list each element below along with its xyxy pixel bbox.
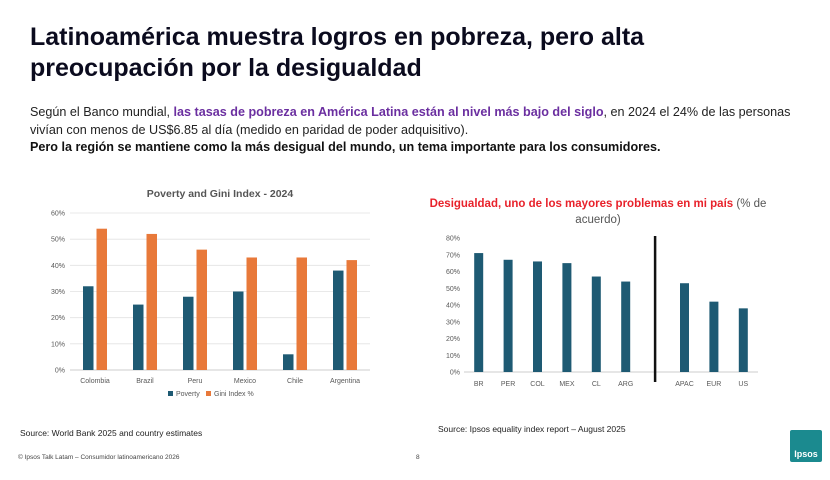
y-tick-label: 0%: [55, 368, 65, 375]
intro-part-1: Según el Banco mundial,: [30, 105, 174, 119]
bar-gini-index--mexico: [246, 257, 257, 370]
legend-label: Poverty: [176, 391, 200, 398]
intro-bold: Pero la región se mantiene como la más d…: [30, 140, 661, 154]
slide-title: Latinoamérica muestra logros en pobreza,…: [30, 23, 645, 82]
y-tick-label: 30%: [51, 289, 65, 296]
bar-gini-index--peru: [196, 249, 207, 370]
x-tick-label: EUR: [707, 381, 722, 388]
bar-gini-index--argentina: [346, 260, 357, 370]
y-tick-label: 50%: [51, 237, 65, 244]
y-tick-label: 0%: [450, 370, 460, 377]
x-tick-label: Colombia: [80, 378, 110, 385]
bar-col: [533, 261, 542, 372]
bar-us: [738, 308, 748, 372]
right-chart-title: Desigualdad, uno de los mayores problema…: [428, 196, 768, 228]
y-tick-label: 40%: [51, 263, 65, 270]
x-tick-label: COL: [530, 381, 545, 388]
page-number: 8: [416, 454, 420, 461]
x-tick-label: MEX: [559, 381, 575, 388]
y-tick-label: 20%: [51, 315, 65, 322]
bar-gini-index--chile: [296, 257, 307, 370]
bar-arg: [621, 281, 631, 372]
bar-poverty-peru: [183, 296, 194, 370]
bar-gini-index--brazil: [146, 233, 157, 370]
left-chart-title: Poverty and Gini Index - 2024: [147, 188, 294, 200]
inequality-concern-chart: 0% 10% 20% 30% 40% 50% 60% 70% 80% BR PER COL MEX CL A…: [446, 236, 758, 388]
x-tick-label: Peru: [188, 378, 203, 385]
x-tick-label: US: [738, 381, 748, 388]
x-tick-label: Brazil: [136, 378, 154, 385]
right-chart-title-suffix: (% de acuerdo): [575, 198, 767, 226]
bar-gini-index--colombia: [96, 228, 107, 370]
x-tick-label: APAC: [675, 381, 694, 388]
x-tick-label: PER: [501, 381, 515, 388]
x-tick-label: Argentina: [330, 378, 360, 385]
y-tick-label: 20%: [446, 336, 460, 343]
y-tick-label: 30%: [446, 319, 460, 326]
ipsos-logo: Ipsos: [790, 430, 822, 462]
x-tick-label: BR: [474, 381, 484, 388]
y-tick-label: 60%: [51, 211, 65, 218]
y-tick-label: 10%: [51, 341, 65, 348]
y-tick-label: 70%: [446, 252, 460, 259]
bar-poverty-brazil: [133, 304, 144, 370]
legend-swatch: [168, 391, 173, 396]
intro-part-2: , en 2024 el 24% de las personas vivían …: [30, 105, 791, 137]
bar-mex: [562, 263, 572, 372]
source-right: Source: Ipsos equality index report – Au…: [438, 424, 626, 434]
bar-poverty-colombia: [83, 286, 94, 370]
legend-label: Gini Index %: [214, 391, 254, 398]
bar-eur: [709, 301, 719, 372]
bar-poverty-chile: [283, 354, 294, 370]
bar-poverty-mexico: [233, 291, 244, 370]
bar-cl: [591, 276, 601, 372]
logo-text: Ipsos: [794, 449, 818, 459]
y-tick-label: 60%: [446, 269, 460, 276]
source-left: Source: World Bank 2025 and country esti…: [20, 428, 203, 438]
legend-swatch: [206, 391, 211, 396]
bar-per: [503, 259, 513, 372]
right-chart-title-red: Desigualdad, uno de los mayores problema…: [429, 198, 734, 210]
y-tick-label: 80%: [446, 236, 460, 243]
y-tick-label: 10%: [446, 353, 460, 360]
intro-highlight: las tasas de pobreza en América Latina e…: [173, 105, 604, 119]
y-tick-label: 40%: [446, 303, 460, 310]
footer-text: © Ipsos Talk Latam – Consumidor latinoam…: [18, 454, 180, 461]
bar-br: [474, 253, 484, 372]
x-tick-label: CL: [592, 381, 601, 388]
poverty-gini-chart: Poverty and Gini Index - 2024 0% 10% 20% 30%…: [51, 188, 370, 398]
bar-poverty-argentina: [333, 270, 344, 370]
bar-apac: [680, 283, 689, 372]
x-tick-label: Mexico: [234, 378, 256, 385]
intro-text: Según el Banco mundial, las tasas de pob…: [30, 104, 810, 157]
x-tick-label: Chile: [287, 378, 303, 385]
y-tick-label: 50%: [446, 286, 460, 293]
x-tick-label: ARG: [618, 381, 633, 388]
